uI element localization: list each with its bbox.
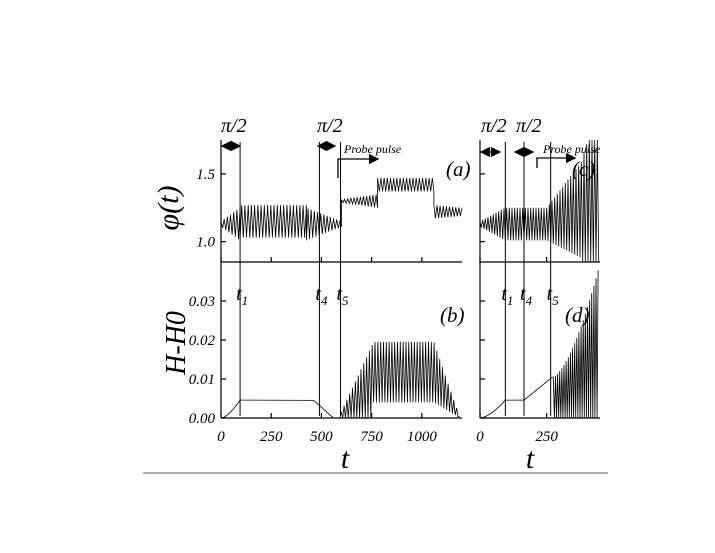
panel-b-series	[220, 341, 460, 419]
panel-a-pulse1-label: π/2	[221, 115, 247, 137]
panel-b-y-label-text: H-H0	[161, 311, 192, 376]
time-marker-label: t4	[315, 283, 328, 308]
panel-c-pulse2-label: π/2	[516, 115, 542, 137]
panel-a-y-label: φ(t)	[152, 186, 185, 231]
panel-a-ytick-label: 1.0	[196, 235, 215, 251]
probe-arrow-c	[536, 152, 577, 168]
time-marker-label: t1	[236, 283, 248, 308]
time-marker-label: t5	[547, 283, 560, 308]
panel-a-label: (a)	[446, 157, 471, 181]
panel-b-y-label: H-H0	[161, 311, 192, 376]
panel-b-ytick-label: 0.01	[189, 372, 215, 388]
panel-b-xtick-label: 0	[217, 429, 225, 445]
time-marker-label: t1	[501, 283, 513, 308]
panel-d-label: (d)	[565, 303, 590, 327]
panel-a-probe-label: Probe pulse	[343, 142, 402, 156]
panel-b-xtick-label: 250	[260, 429, 283, 445]
panel-b-xtick-label: 1000	[407, 429, 438, 445]
panel-b-ytick-label: 0.00	[189, 411, 216, 427]
svg-text:H-H0: H-H0	[161, 311, 192, 376]
panel-b-xtick-label: 500	[310, 429, 333, 445]
panel-c-pulse1-label: π/2	[481, 115, 507, 137]
panel-d-x-label: t	[526, 442, 535, 475]
panel-b-ytick-label: 0.02	[189, 333, 216, 349]
marker-layer: t1 t4 t5 t1 t4 t5	[236, 142, 559, 416]
panel-c-probe-label: Probe pulse	[542, 142, 601, 156]
panel-b-x-label: t	[341, 442, 350, 475]
panel-b-xtick-label: 750	[360, 429, 383, 445]
panel-d-xtick-label: 250	[535, 429, 558, 445]
panel-a-pulse2-label: π/2	[317, 115, 343, 137]
panel-c-series	[479, 139, 600, 263]
panel-d-xtick-label: 0	[476, 429, 484, 445]
series-layer	[220, 139, 600, 419]
probe-arrow-a	[337, 153, 380, 178]
time-marker-label: t4	[520, 283, 533, 308]
panel-d-series	[479, 270, 599, 419]
axes-left	[220, 140, 462, 419]
time-marker-label: t5	[336, 283, 349, 308]
panel-a-ytick-label: 1.5	[196, 167, 215, 183]
panel-b-label: (b)	[440, 303, 465, 327]
tick-layer: 1.0 1.5 0.00 0.01 0.02 0.03 0 250 500 750 1000 0 250	[189, 167, 559, 445]
panel-a-series	[220, 177, 463, 241]
panel-b-ytick-label: 0.03	[189, 294, 215, 310]
